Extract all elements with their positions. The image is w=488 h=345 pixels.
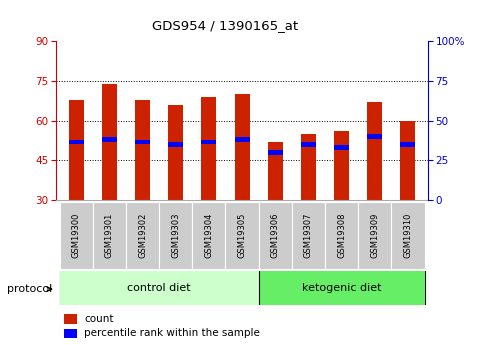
Text: GSM19302: GSM19302 <box>138 213 147 258</box>
Text: GSM19303: GSM19303 <box>171 213 180 258</box>
Text: GSM19301: GSM19301 <box>104 213 114 258</box>
FancyBboxPatch shape <box>93 201 125 269</box>
Text: count: count <box>84 314 113 324</box>
Bar <box>366 102 382 200</box>
Bar <box>400 121 415 200</box>
Bar <box>234 94 249 200</box>
Bar <box>135 100 150 200</box>
Bar <box>68 100 83 200</box>
Text: GSM19309: GSM19309 <box>369 213 379 258</box>
Bar <box>267 142 282 200</box>
Bar <box>63 314 77 324</box>
Text: ketogenic diet: ketogenic diet <box>301 283 381 293</box>
Bar <box>102 137 117 142</box>
Bar <box>234 137 249 142</box>
FancyBboxPatch shape <box>125 201 159 269</box>
FancyBboxPatch shape <box>390 201 424 269</box>
FancyBboxPatch shape <box>225 201 258 269</box>
Bar <box>201 97 216 200</box>
Text: GSM19307: GSM19307 <box>304 213 312 258</box>
Bar <box>201 139 216 144</box>
Bar <box>63 328 77 338</box>
FancyBboxPatch shape <box>357 201 390 269</box>
Bar <box>102 84 117 200</box>
Text: control diet: control diet <box>127 283 190 293</box>
Bar <box>258 271 424 305</box>
Bar <box>168 105 183 200</box>
Text: GSM19308: GSM19308 <box>336 213 346 258</box>
Text: percentile rank within the sample: percentile rank within the sample <box>84 328 260 338</box>
Text: GSM19305: GSM19305 <box>237 213 246 258</box>
Bar <box>60 271 258 305</box>
Text: GDS954 / 1390165_at: GDS954 / 1390165_at <box>152 19 297 32</box>
Text: GSM19310: GSM19310 <box>403 213 411 258</box>
Bar <box>366 134 382 139</box>
FancyBboxPatch shape <box>258 201 291 269</box>
FancyBboxPatch shape <box>60 201 93 269</box>
Bar <box>68 139 83 144</box>
FancyBboxPatch shape <box>291 201 325 269</box>
Text: GSM19306: GSM19306 <box>270 213 279 258</box>
Bar <box>300 142 315 147</box>
Bar <box>333 131 348 200</box>
Text: GSM19304: GSM19304 <box>204 213 213 258</box>
FancyBboxPatch shape <box>325 201 357 269</box>
Text: protocol: protocol <box>7 284 53 294</box>
Bar <box>400 142 415 147</box>
Bar <box>300 134 315 200</box>
Bar <box>135 139 150 144</box>
Text: GSM19300: GSM19300 <box>72 213 81 258</box>
FancyBboxPatch shape <box>192 201 225 269</box>
FancyBboxPatch shape <box>159 201 192 269</box>
Bar <box>168 142 183 147</box>
Bar <box>267 150 282 155</box>
Bar <box>333 145 348 150</box>
